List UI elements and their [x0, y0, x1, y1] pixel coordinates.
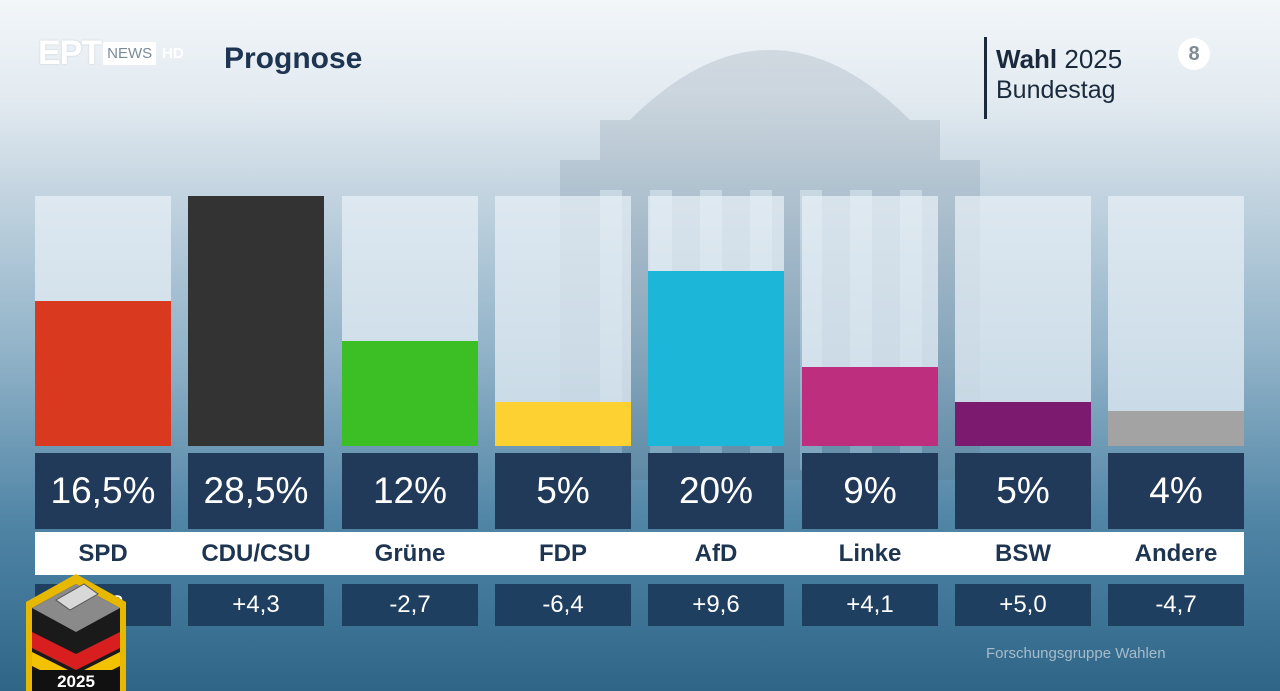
election-word: Wahl	[996, 44, 1058, 74]
logo-hd-text: HD	[162, 45, 184, 62]
party-label-spd: SPD	[78, 539, 128, 567]
value-label-cdu-csu: 28,5%	[188, 453, 324, 529]
value-label-andere: 4%	[1108, 453, 1244, 529]
change-label-cdu-csu: +4,3	[188, 584, 324, 626]
change-label-bsw: +5,0	[955, 584, 1091, 626]
party-label-fdp: FDP	[539, 539, 587, 567]
badge-year: 2025	[57, 672, 95, 691]
channel-badge-icon: 8	[1178, 38, 1210, 70]
value-label-afd: 20%	[648, 453, 784, 529]
source-credit: Forschungsgruppe Wahlen	[986, 645, 1166, 662]
party-label-bsw: BSW	[995, 539, 1051, 567]
party-label-linke: Linke	[838, 539, 902, 567]
bar-cdu-csu	[188, 196, 324, 446]
value-label-grüne: 12%	[342, 453, 478, 529]
election-year: 2025	[1064, 44, 1123, 74]
value-label-fdp: 5%	[495, 453, 631, 529]
bar-grüne	[342, 341, 478, 446]
bar-fdp	[495, 402, 631, 446]
ballot-box-2025-badge: 2025	[26, 574, 126, 691]
bar-andere	[1108, 411, 1244, 446]
bar-linke	[802, 367, 938, 446]
election-body: Bundestag	[996, 76, 1116, 104]
change-label-grüne: -2,7	[342, 584, 478, 626]
party-label-afd: AfD	[694, 539, 738, 567]
bar-afd	[648, 271, 784, 446]
change-label-andere: -4,7	[1108, 584, 1244, 626]
party-label-grüne: Grüne	[374, 539, 446, 567]
party-label-cdu-csu: CDU/CSU	[201, 539, 311, 567]
change-label-linke: +4,1	[802, 584, 938, 626]
ert-news-logo: ΕΡΤ NEWS HD	[38, 34, 184, 73]
value-label-bsw: 5%	[955, 453, 1091, 529]
party-label-andere: Andere	[1134, 539, 1218, 567]
election-title: Wahl 2025	[996, 43, 1122, 75]
page-title: Prognose	[224, 42, 363, 75]
logo-news-text: NEWS	[103, 42, 157, 65]
party-label-strip	[35, 532, 1244, 575]
value-label-spd: 16,5%	[35, 453, 171, 529]
change-label-afd: +9,6	[648, 584, 784, 626]
change-label-fdp: -6,4	[495, 584, 631, 626]
bar-spd	[35, 301, 171, 446]
value-label-linke: 9%	[802, 453, 938, 529]
logo-ert-text: ΕΡΤ	[38, 34, 102, 72]
election-info: Wahl 2025 Bundestag	[984, 37, 1122, 119]
bar-track-andere	[1108, 196, 1244, 446]
bar-bsw	[955, 402, 1091, 446]
